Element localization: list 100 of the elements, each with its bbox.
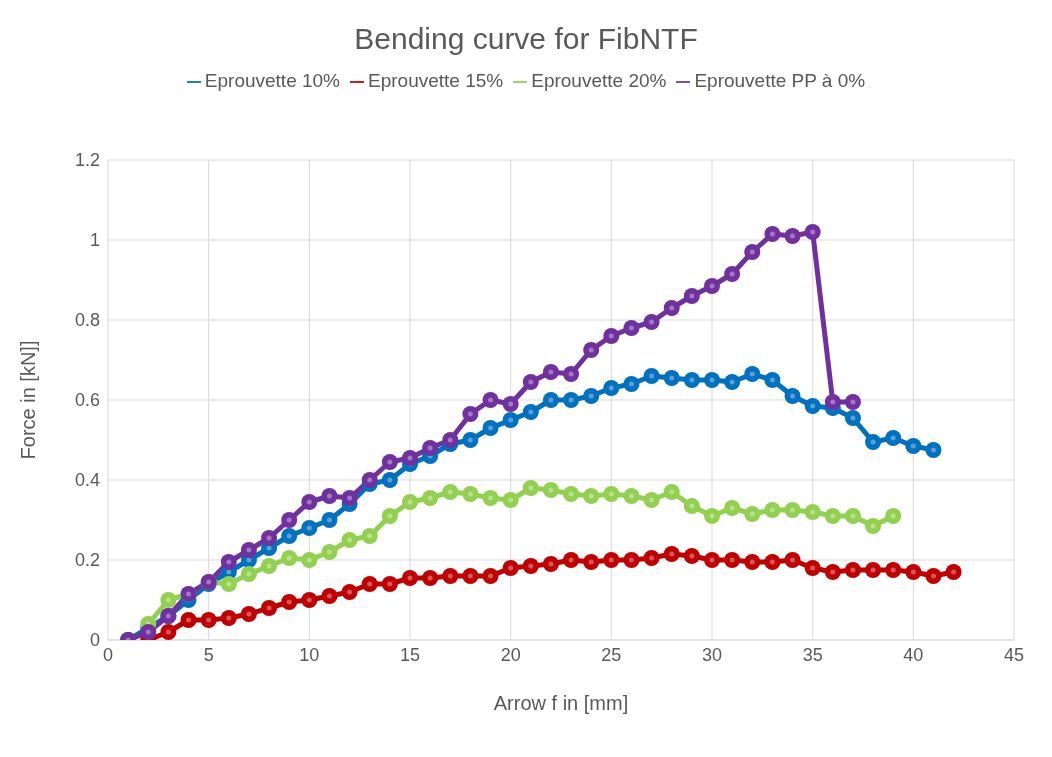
- point: [683, 498, 700, 514]
- point: [663, 546, 680, 562]
- point: [542, 556, 559, 572]
- point: [744, 244, 761, 260]
- point: [804, 224, 821, 240]
- point: [381, 576, 398, 592]
- point: [744, 366, 761, 382]
- legend-label: Eprouvette 10%: [204, 70, 341, 91]
- point: [663, 484, 680, 500]
- point: [603, 486, 620, 502]
- point: [663, 370, 680, 386]
- point: [321, 512, 338, 528]
- point: [643, 314, 660, 330]
- point: [321, 488, 338, 504]
- point: [603, 552, 620, 568]
- point: [623, 320, 640, 336]
- point: [422, 440, 439, 456]
- point: [442, 432, 459, 448]
- point: [663, 300, 680, 316]
- point: [744, 554, 761, 570]
- x-tick-label: 25: [601, 644, 622, 665]
- y-tick-label: 1: [89, 230, 100, 251]
- point: [885, 508, 902, 524]
- point: [341, 490, 358, 506]
- point: [281, 512, 298, 528]
- y-tick-label: 1.2: [74, 150, 100, 171]
- point: [583, 388, 600, 404]
- point: [925, 442, 942, 458]
- point: [200, 612, 217, 628]
- point: [563, 552, 580, 568]
- point: [844, 508, 861, 524]
- point: [240, 606, 257, 622]
- point: [402, 494, 418, 510]
- point: [522, 558, 539, 574]
- x-axis-title: Arrow f in [mm]: [493, 692, 629, 714]
- y-tick-label: 0.4: [74, 470, 100, 491]
- point: [522, 374, 539, 390]
- point: [643, 550, 660, 566]
- point: [683, 372, 700, 388]
- point: [281, 528, 298, 544]
- point: [140, 624, 157, 640]
- x-tick-label: 40: [903, 644, 924, 665]
- point: [361, 472, 378, 488]
- legend-label: Eprouvette 20%: [531, 70, 667, 91]
- point: [301, 592, 318, 608]
- point: [724, 266, 741, 282]
- point: [865, 562, 882, 578]
- point: [704, 552, 720, 568]
- legend-label: Eprouvette 15%: [368, 70, 504, 91]
- point: [704, 372, 720, 388]
- point: [462, 568, 479, 584]
- point: [522, 480, 539, 496]
- point: [824, 394, 841, 410]
- point: [462, 406, 479, 422]
- point: [804, 560, 821, 576]
- point: [643, 368, 660, 384]
- point: [583, 342, 600, 358]
- point: [381, 508, 398, 524]
- point: [301, 520, 318, 536]
- point: [643, 492, 660, 508]
- point: [281, 594, 298, 610]
- point: [865, 518, 882, 534]
- point: [502, 492, 519, 508]
- point: [764, 502, 781, 518]
- point: [784, 388, 801, 404]
- point: [563, 366, 580, 382]
- point: [341, 532, 358, 548]
- x-tick-label: 10: [299, 644, 320, 665]
- point: [361, 528, 378, 544]
- legend-label: Eprouvette PP à 0%: [694, 70, 866, 91]
- point: [180, 612, 197, 628]
- point: [361, 576, 378, 592]
- point: [603, 380, 620, 396]
- point: [542, 392, 559, 408]
- y-axis-title: Force in [kN]]: [17, 340, 40, 460]
- point: [583, 554, 600, 570]
- point: [724, 374, 741, 390]
- point: [824, 508, 841, 524]
- point: [804, 398, 821, 414]
- point: [381, 454, 398, 470]
- point: [885, 562, 902, 578]
- point: [764, 226, 781, 242]
- x-tick-label: 20: [500, 644, 521, 665]
- point: [905, 438, 922, 454]
- x-tick-label: 15: [399, 644, 421, 665]
- point: [402, 570, 418, 586]
- point: [240, 566, 257, 582]
- point: [623, 376, 640, 392]
- point: [905, 564, 922, 580]
- point: [784, 502, 801, 518]
- point: [925, 568, 942, 584]
- point: [542, 364, 559, 380]
- x-tick-label: 45: [1003, 644, 1025, 665]
- point: [522, 404, 539, 420]
- point: [844, 394, 861, 410]
- point: [724, 552, 741, 568]
- point: [220, 554, 237, 570]
- point: [422, 570, 439, 586]
- point: [482, 490, 499, 506]
- point: [220, 610, 237, 626]
